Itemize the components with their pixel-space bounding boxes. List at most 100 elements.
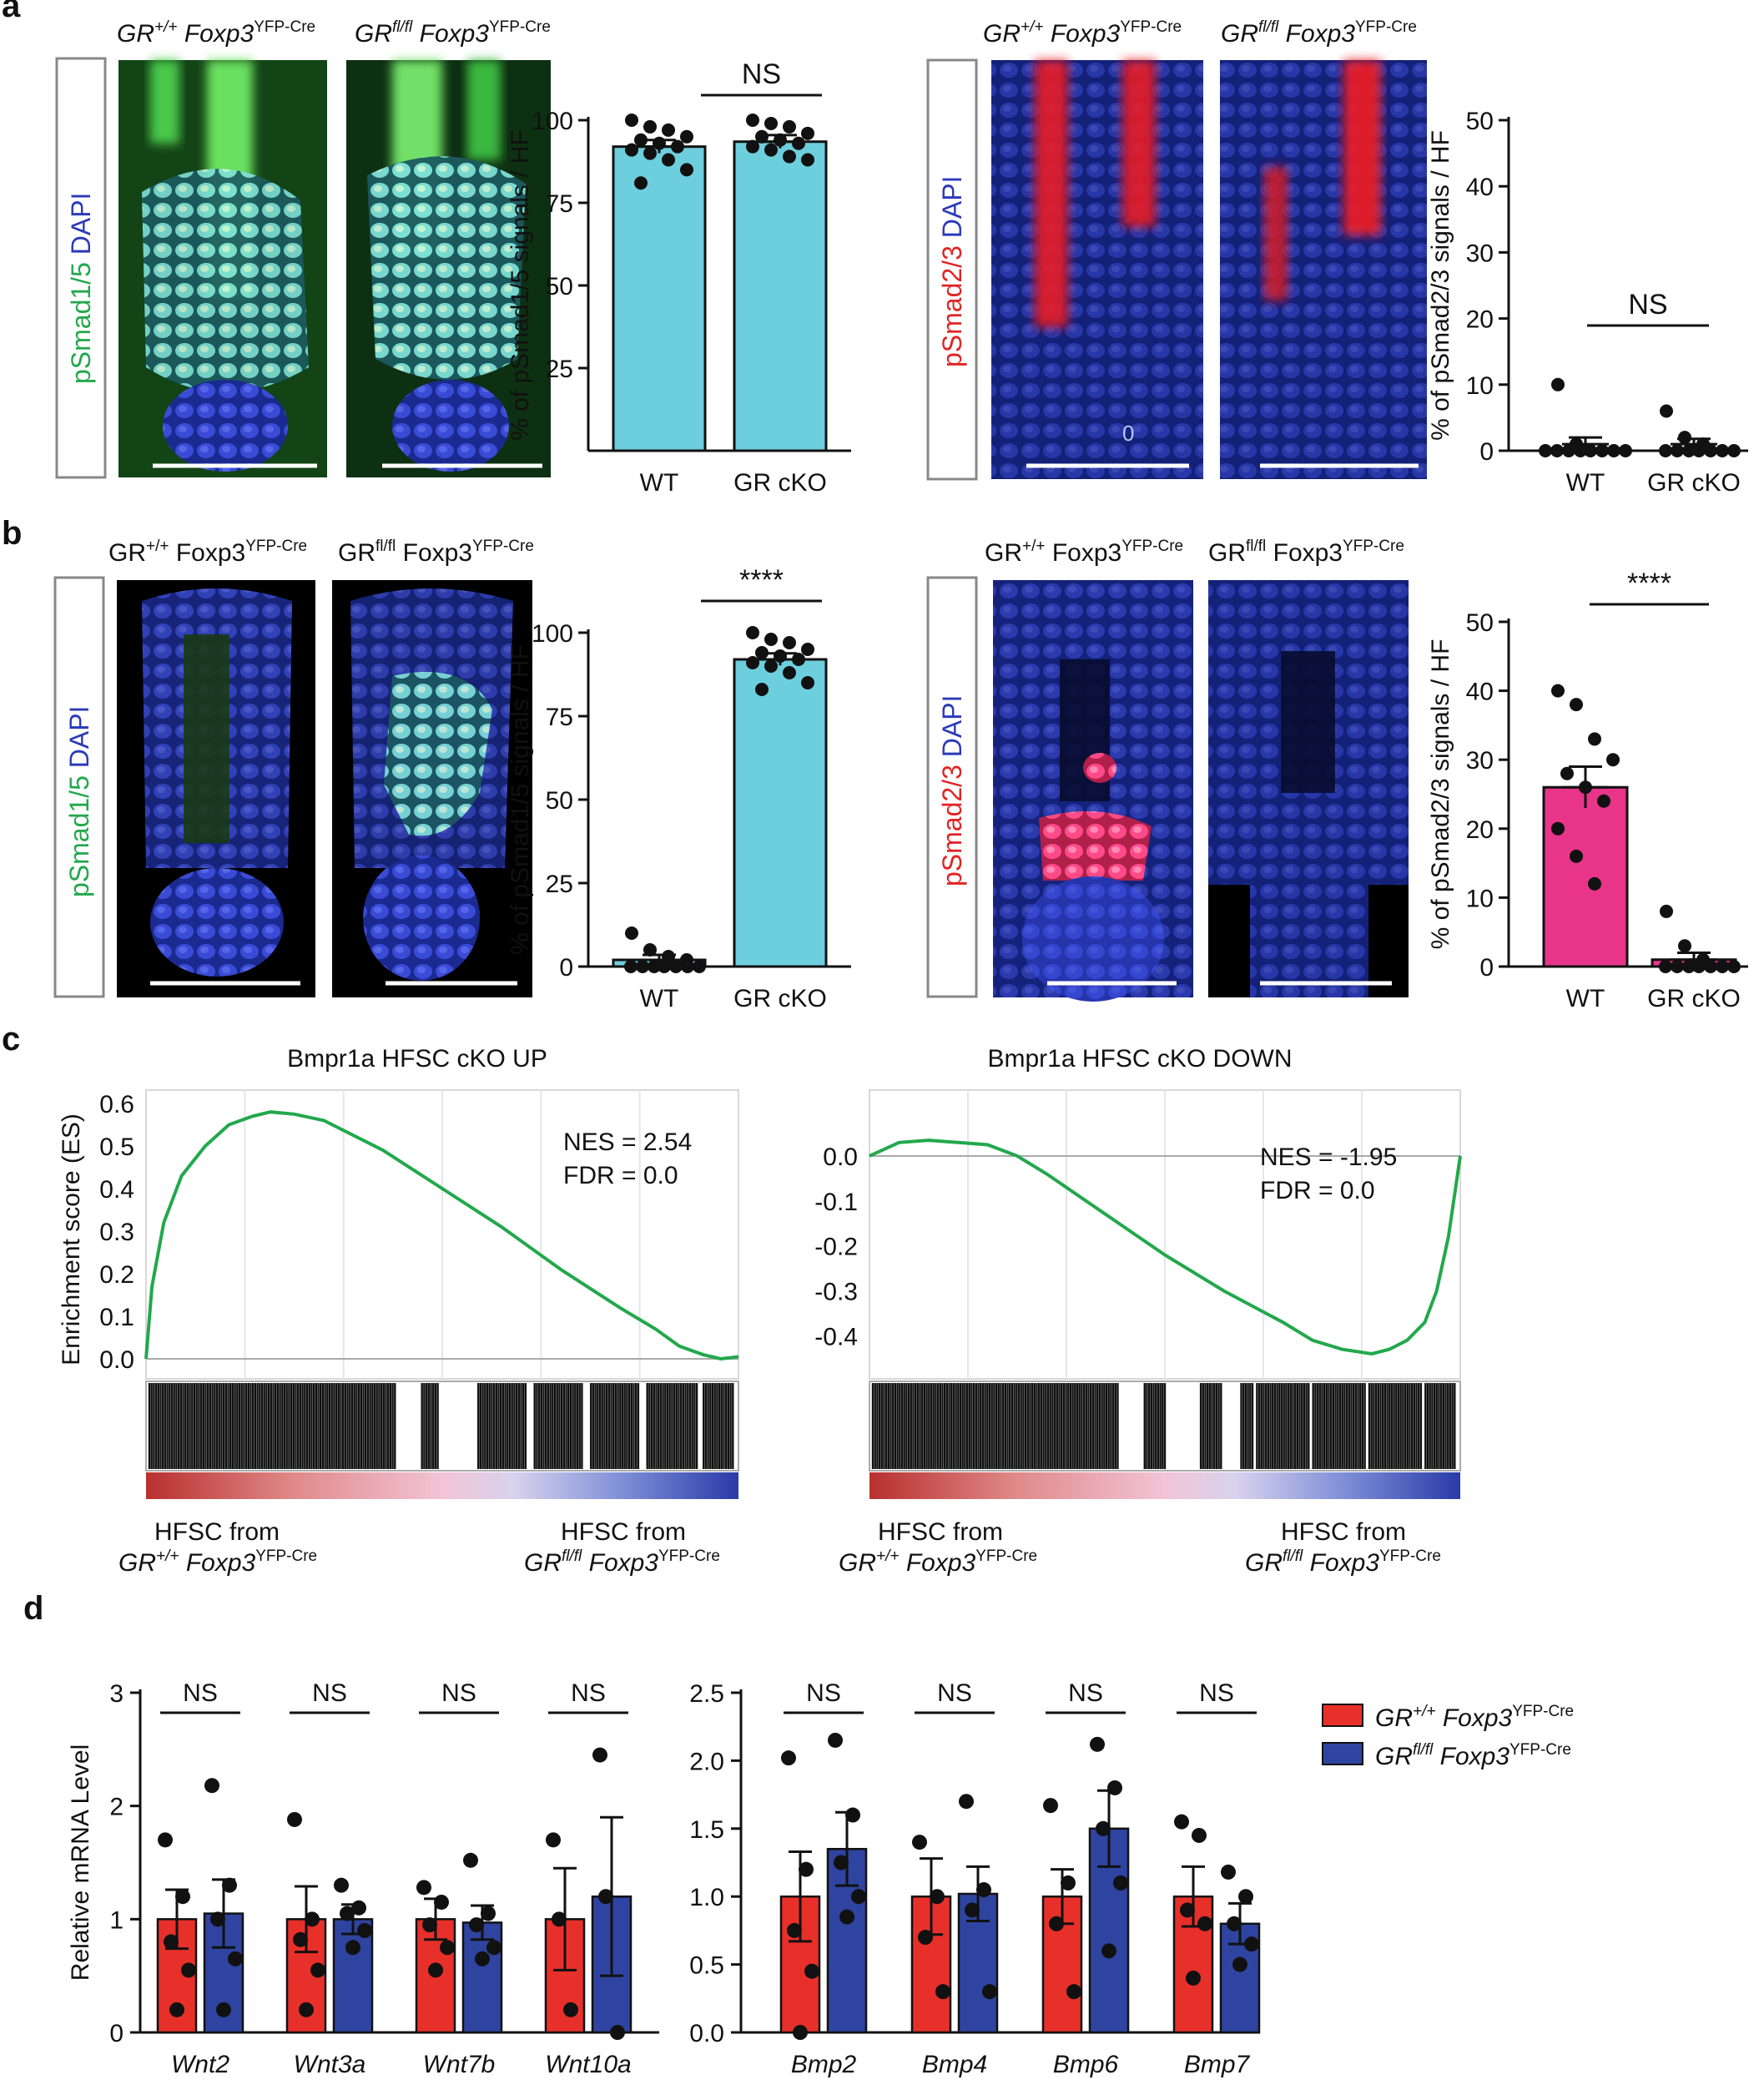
data-point (792, 136, 805, 150)
data-point (764, 143, 778, 157)
y-tick-label: 0 (559, 954, 573, 982)
data-point (801, 126, 814, 140)
genotype-label-wt: GR+/+ Foxp3YFP-Cre (108, 538, 307, 567)
data-point (169, 2002, 184, 2017)
data-point (1113, 1875, 1128, 1891)
data-point (1682, 444, 1696, 457)
genotype-label-wt: GR+/+ Foxp3YFP-Cre (983, 18, 1182, 48)
data-point (828, 1732, 843, 1748)
data-point (801, 676, 814, 689)
data-point (755, 129, 769, 144)
from-label-ko-genotype: GRfl/fl Foxp3YFP-Cre (1245, 1547, 1441, 1577)
data-point (787, 1922, 802, 1938)
data-point (643, 943, 657, 957)
data-point (839, 1909, 854, 1925)
enrichment-line (869, 1138, 1462, 1356)
data-point (210, 1911, 225, 1927)
data-point (158, 1832, 173, 1848)
data-point (1595, 444, 1609, 457)
rank-gradient (146, 1472, 738, 1499)
x-tick-label: Bmp6 (1053, 2051, 1119, 2078)
genotype-label-ko: GRfl/fl Foxp3YFP-Cre (338, 538, 534, 567)
data-point (1607, 444, 1620, 457)
data-point (680, 129, 693, 144)
enrichment-line (144, 1110, 739, 1361)
data-point (1727, 960, 1741, 973)
data-point (1180, 1902, 1195, 1918)
y-tick-label: 2.0 (689, 1748, 724, 1775)
y-tick-label: 20 (1466, 306, 1494, 334)
stain-label: pSmad2/3 DAPI (937, 695, 967, 886)
data-point (228, 1951, 243, 1966)
data-point (930, 1889, 945, 1905)
significance-label: NS (1628, 289, 1667, 321)
data-point (834, 1855, 849, 1870)
data-point (351, 1900, 366, 1916)
stain-label: pSmad1/5 DAPI (64, 706, 94, 897)
data-point (1659, 444, 1672, 457)
legend: GR+/+ Foxp3YFP-Cre GRfl/fl Foxp3YFP-Cre (1322, 1703, 1574, 1770)
data-point (746, 626, 759, 639)
data-point (1043, 1798, 1058, 1814)
from-label-ko: HFSC from (561, 1518, 686, 1546)
y-tick-label: 100 (532, 620, 573, 648)
data-point (693, 960, 706, 973)
data-point (783, 149, 796, 164)
data-point (845, 1807, 860, 1823)
data-point (774, 649, 787, 663)
data-point (851, 1889, 866, 1905)
x-tick-label: GR cKO (733, 469, 827, 497)
data-point (1659, 960, 1672, 973)
y-tick-label: 75 (546, 190, 573, 218)
data-point (1678, 939, 1691, 953)
data-point (935, 1984, 950, 2000)
data-point (1678, 431, 1691, 445)
y-tick-label: 25 (546, 871, 573, 898)
data-point (681, 960, 694, 973)
data-point (422, 1917, 437, 1933)
data-point (801, 643, 814, 656)
y-tick-label: 0.0 (99, 1346, 134, 1374)
data-point (475, 1951, 490, 1966)
data-point (680, 163, 693, 177)
from-label-ko-genotype: GRfl/fl Foxp3YFP-Cre (524, 1547, 720, 1577)
data-point (1562, 444, 1575, 457)
y-tick-label: 1.0 (689, 1884, 724, 1911)
data-point (671, 139, 684, 154)
data-point (416, 1880, 431, 1896)
data-point (912, 1835, 927, 1850)
data-point (1244, 1936, 1259, 1952)
data-point (746, 656, 759, 669)
x-tick-label: GR cKO (733, 985, 827, 1012)
data-point (982, 1984, 997, 2000)
micrograph-wt (118, 60, 327, 477)
significance-label: NS (312, 1679, 347, 1707)
chart-a-psmad15: 25 50 75 100% of pSmad1/5 signals / HF WT GR … (507, 58, 851, 497)
y-tick-label: 0.2 (99, 1261, 134, 1289)
data-point (1232, 1956, 1247, 1972)
data-point (658, 960, 671, 973)
data-point (1716, 960, 1729, 973)
data-point (164, 1934, 179, 1950)
y-tick-label: 1 (109, 1906, 123, 1934)
data-point (1174, 1814, 1189, 1830)
data-point (1606, 753, 1620, 767)
data-point (469, 1917, 484, 1933)
data-point (299, 2002, 314, 2017)
data-point (648, 960, 661, 973)
y-tick-label: 30 (1466, 747, 1494, 775)
panel-b-left-images: GR+/+ Foxp3YFP-Cre GRfl/fl Foxp3YFP-Cre … (53, 538, 534, 998)
data-point (634, 176, 648, 190)
genotype-label-wt: GR+/+ Foxp3YFP-Cre (117, 18, 315, 48)
y-tick-label: 0.1 (99, 1304, 134, 1331)
bar (733, 140, 828, 452)
data-point (552, 1911, 567, 1927)
chart-title: Bmpr1a HFSC cKO DOWN (987, 1045, 1292, 1073)
data-point (764, 116, 778, 130)
data-point (486, 1940, 501, 1956)
data-point (1727, 444, 1741, 457)
significance-label: NS (571, 1679, 606, 1707)
data-point (781, 1750, 796, 1766)
data-point (293, 1931, 308, 1947)
micrograph-wt (117, 580, 315, 997)
